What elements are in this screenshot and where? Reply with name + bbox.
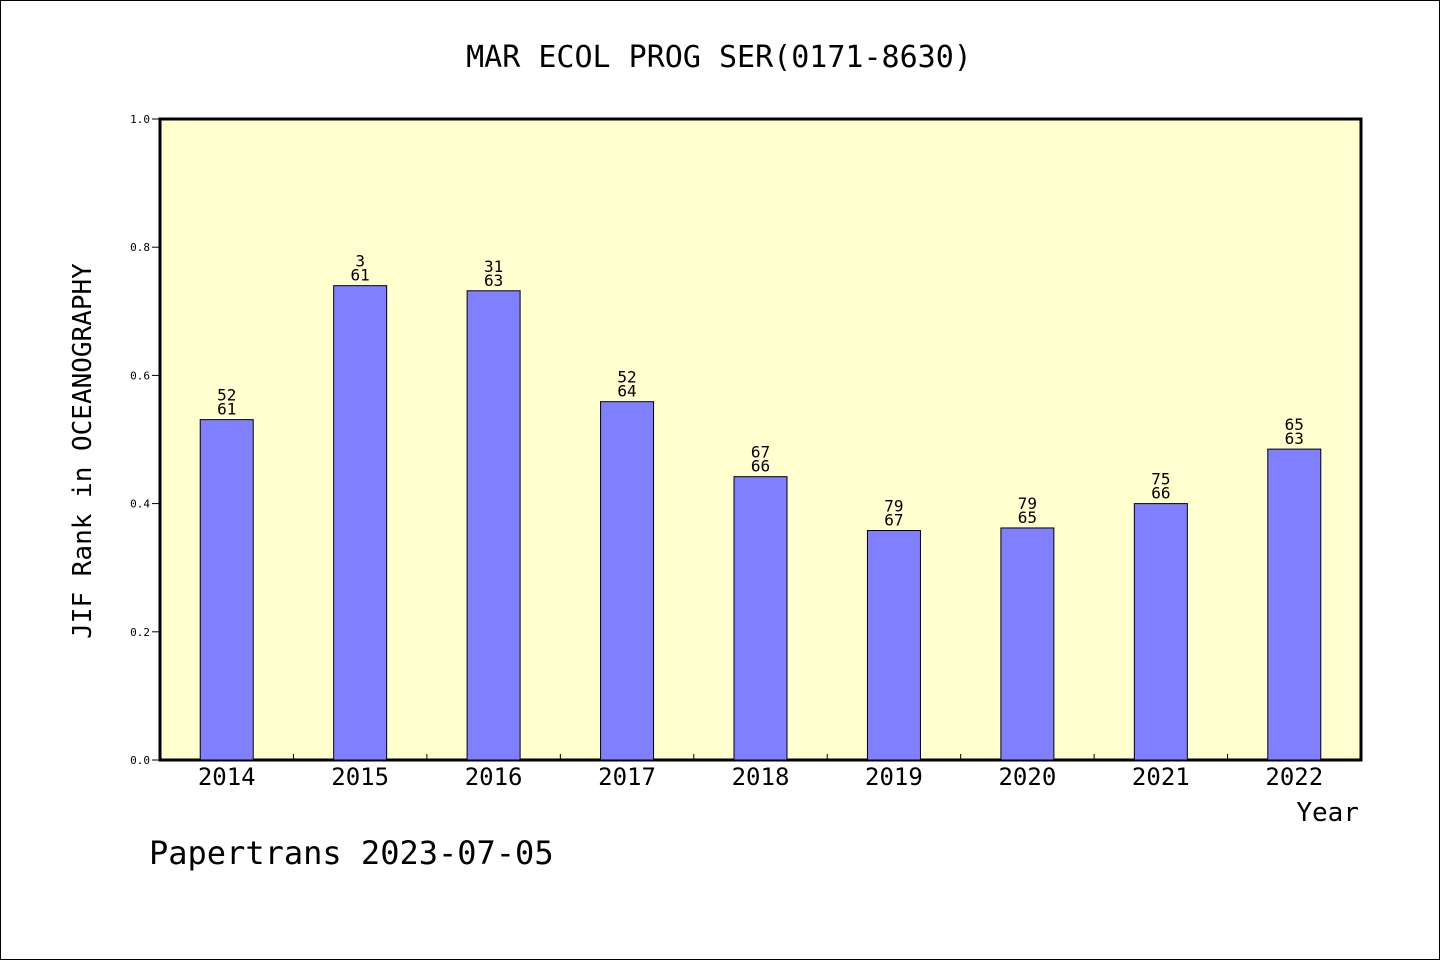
- x-tick-label: 2018: [732, 763, 790, 791]
- x-tick-label: 2014: [198, 763, 256, 791]
- bar-label-rank: 52: [217, 386, 236, 405]
- bar-label-total: 63: [484, 271, 503, 290]
- bar-label-rank: 3: [355, 252, 365, 271]
- bar-label-total: 63: [1285, 429, 1304, 448]
- bar-label-total: 66: [1151, 484, 1170, 503]
- y-axis-label: JIF Rank in OCEANOGRAPHY: [68, 263, 98, 639]
- bar-label-rank: 67: [751, 443, 770, 462]
- bar-label-rank: 31: [484, 257, 503, 276]
- y-tick-label: 0.6: [130, 369, 150, 382]
- bar-label-total: 61: [217, 400, 236, 419]
- x-tick-label: 2017: [598, 763, 656, 791]
- y-tick-label: 0.8: [130, 241, 150, 254]
- x-tick-label: 2019: [865, 763, 923, 791]
- bar: [199, 419, 254, 761]
- x-tick-label: 2015: [331, 763, 389, 791]
- bar-label-total: 65: [1018, 508, 1037, 527]
- bar: [600, 401, 655, 761]
- bar-label-total: 67: [884, 511, 903, 530]
- bar-label-rank: 65: [1285, 415, 1304, 434]
- x-tick-label: 2016: [465, 763, 523, 791]
- bar-label-rank: 75: [1151, 470, 1170, 489]
- bar: [1000, 527, 1055, 761]
- y-tick-label: 1.0: [130, 113, 150, 126]
- bar: [466, 290, 521, 761]
- bar: [333, 285, 388, 761]
- chart-title: MAR ECOL PROG SER(0171-8630): [466, 40, 972, 75]
- bar-label-rank: 79: [1018, 494, 1037, 513]
- y-tick-label: 0.4: [130, 498, 150, 511]
- bar-label-total: 61: [351, 266, 370, 285]
- y-tick-label: 0.2: [130, 626, 150, 639]
- bar-label-rank: 79: [884, 497, 903, 516]
- bar-label-total: 66: [751, 457, 770, 476]
- y-tick-label: 0.0: [130, 754, 150, 767]
- x-tick-label: 2022: [1265, 763, 1323, 791]
- bar-label-total: 64: [617, 382, 636, 401]
- y-axis: 0.0 0.2 0.4 0.6 0.8 1.0: [130, 113, 160, 767]
- x-tick-label: 2021: [1132, 763, 1190, 791]
- x-tick-label: 2020: [998, 763, 1056, 791]
- x-axis-label: Year: [1296, 798, 1359, 828]
- x-axis: 2014 2015 2016 2017 2018 2019 2020 2021 2022: [198, 754, 1323, 791]
- bar: [733, 476, 788, 761]
- bar: [1133, 503, 1188, 761]
- footer-credit: Papertrans 2023-07-05: [149, 834, 554, 872]
- bar: [866, 530, 921, 761]
- bar: [1267, 448, 1322, 761]
- bar-label-rank: 52: [617, 368, 636, 387]
